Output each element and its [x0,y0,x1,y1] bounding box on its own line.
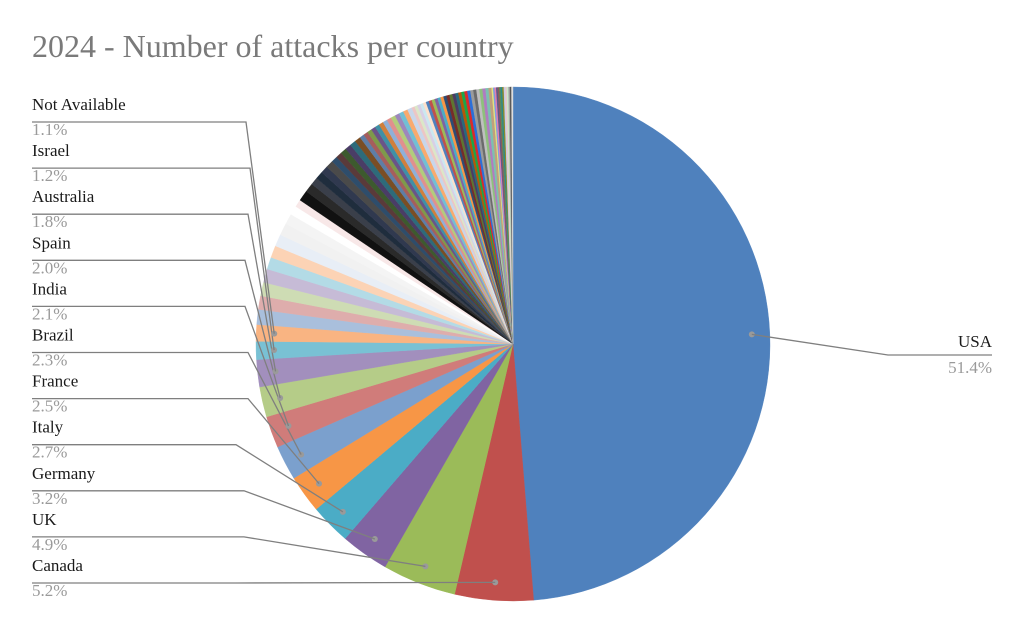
data-label-percent-australia: 1.8% [32,212,67,231]
data-label-percent-israel: 1.2% [32,166,67,185]
pie-slice-usa [512,86,771,601]
data-labels: USA 51.4% Canada 5.2% UK 4.9% Germany 3.2% Italy… [32,95,993,600]
data-label-percent-uk: 4.9% [32,535,67,554]
leader-dot-italy [339,508,346,515]
data-label-percent-italy: 2.7% [32,443,67,462]
data-label-name-israel: Israel [32,141,70,160]
data-label-percent-canada: 5.2% [32,581,67,600]
data-label-name-not-available: Not Available [32,95,126,114]
data-label-name-spain: Spain [32,233,71,252]
pie-slice-other-76 [511,86,514,345]
chart-title: 2024 - Number of attacks per country [32,28,514,64]
leader-line-france [32,397,320,485]
data-label-name-india: India [32,279,67,298]
pie-slices [255,86,771,602]
data-label-percent-india: 2.1% [32,304,67,323]
data-label-percent-france: 2.5% [32,397,67,416]
leader-line-india [32,305,290,427]
data-label-percent-not-available: 1.1% [32,120,67,139]
data-label-percent-spain: 2.0% [32,258,67,277]
leader-line-israel [32,167,275,351]
data-label-name-australia: Australia [32,187,95,206]
data-label-name-usa: USA [958,332,993,351]
leader-line-brazil [32,351,302,455]
leader-line-canada [32,581,496,584]
data-label-name-italy: Italy [32,418,64,437]
data-label-name-canada: Canada [32,556,83,575]
data-label-percent-usa: 51.4% [948,358,992,377]
leader-line-germany [32,490,376,540]
data-label-name-france: France [32,372,78,391]
data-label-percent-germany: 3.2% [32,489,67,508]
data-label-name-uk: UK [32,510,57,529]
data-label-percent-brazil: 2.3% [32,351,67,370]
leader-line-spain [32,259,281,399]
leader-line-australia [32,213,277,372]
data-label-name-brazil: Brazil [32,326,74,345]
leader-line-italy [32,444,344,513]
leader-line-not-available [32,121,275,334]
leader-line-uk [32,536,426,568]
data-label-name-germany: Germany [32,464,96,483]
leader-line-usa [751,333,992,356]
